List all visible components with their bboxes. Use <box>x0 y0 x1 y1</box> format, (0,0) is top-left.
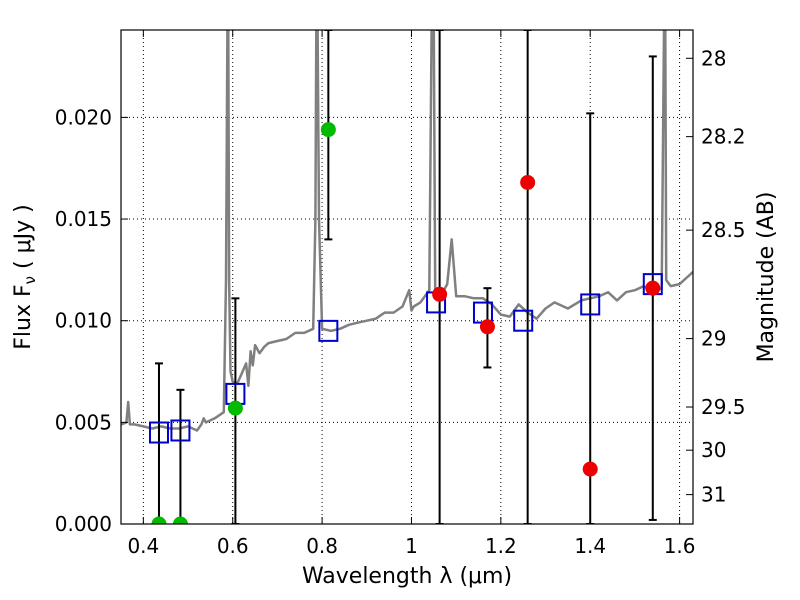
model-photometry-square <box>513 309 534 332</box>
model-photometry-square <box>580 293 601 316</box>
y-axis-label-main: Flux F <box>11 284 36 349</box>
x-axis-label: Wavelength λ (μm) <box>302 564 512 589</box>
x-tick-label: 1.4 <box>574 534 606 558</box>
low-sn-point <box>479 319 495 335</box>
y-axis-label-subscript: ν <box>21 276 39 284</box>
model-photometry-square <box>318 319 339 342</box>
y-axis-label: Flux Fν ( μJy ) <box>11 204 39 349</box>
y-axis-label-unit: ( μJy ) <box>11 204 36 276</box>
y-tick-label: 0.020 <box>55 105 112 129</box>
mag-tick-label: 28 <box>701 46 726 70</box>
low-sn-point <box>432 286 448 302</box>
low-sn-point <box>582 461 598 477</box>
mag-tick-label: 31 <box>701 483 726 507</box>
low-sn-point <box>645 280 661 296</box>
y-tick-label: 0.015 <box>55 207 112 231</box>
mag-tick-label: 30 <box>701 438 726 462</box>
detection-point <box>172 516 188 524</box>
y-tick-label: 0.010 <box>55 309 112 333</box>
x-tick-label: 0.6 <box>217 534 249 558</box>
y-tick-label: 0.000 <box>55 512 112 536</box>
x-tick-label: 0.8 <box>306 534 338 558</box>
model-spectrum-line <box>121 30 693 432</box>
mag-tick-label: 28.5 <box>701 218 746 242</box>
x-tick-label: 1.2 <box>485 534 517 558</box>
y2-axis-label: Magnitude (AB) <box>754 192 779 363</box>
tick-layer: 0.4 0.6 0.8 1 1.2 1.4 1.6 0.000 0.005 0.010 0.015 0… <box>55 30 746 558</box>
model-photometry-square <box>148 421 169 444</box>
mag-tick-label: 28.2 <box>701 125 746 149</box>
plot-background <box>121 30 693 524</box>
detection-point <box>227 400 243 416</box>
mag-tick-label: 29 <box>701 327 726 351</box>
detection-point <box>320 122 336 138</box>
spectrum-layer <box>121 30 693 432</box>
detection-point <box>151 516 167 524</box>
x-tick-label: 1.6 <box>664 534 696 558</box>
low-sn-point <box>520 174 536 190</box>
mag-tick-label: 29.5 <box>701 395 746 419</box>
x-tick-label: 0.4 <box>127 534 159 558</box>
y-tick-label: 0.005 <box>55 410 112 434</box>
marker-layer <box>148 122 663 524</box>
x-tick-label: 1 <box>405 534 418 558</box>
model-photometry-square <box>170 419 191 442</box>
plot-frame <box>120 29 694 525</box>
